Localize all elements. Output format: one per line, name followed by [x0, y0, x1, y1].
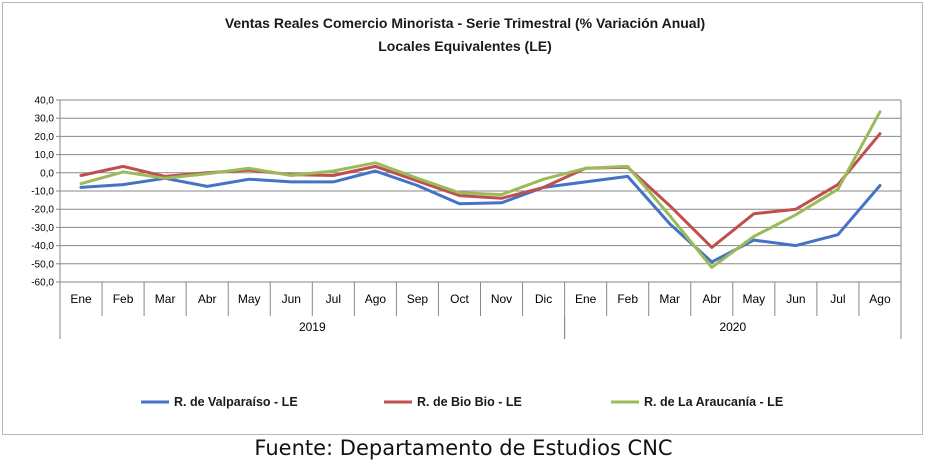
x-tick-label: Jun — [786, 292, 805, 306]
axes: 40,0 30,0 20,0 10,0 0,0 -10,0 -20,0 -30,0 -40,0 -… — [31, 96, 902, 339]
series-line-1 — [79, 169, 882, 264]
year-group-label: 2020 — [719, 320, 746, 334]
legend-label: R. de La Araucanía - LE — [644, 395, 783, 409]
y-tick-label: 0,0 — [40, 168, 54, 179]
x-tick-label: Abr — [198, 292, 217, 306]
y-tick-label: -50,0 — [31, 259, 54, 270]
x-tick-label: Jul — [830, 292, 845, 306]
x-tick-label: Ene — [70, 292, 92, 306]
x-tick-label: Ago — [365, 292, 387, 306]
x-tick-label: Ago — [869, 292, 891, 306]
gridlines — [60, 99, 901, 283]
y-tick-label: 40,0 — [35, 96, 55, 107]
y-tick-label: -60,0 — [31, 278, 54, 289]
x-tick-label: Dic — [535, 292, 552, 306]
y-tick-label: 20,0 — [35, 132, 55, 143]
x-tick-label: Jul — [326, 292, 341, 306]
series-lines — [79, 110, 882, 269]
legend-label: R. de Valparaíso - LE — [174, 395, 298, 409]
x-tick-label: Oct — [450, 292, 469, 306]
x-tick-label: Mar — [155, 292, 176, 306]
x-tick-label: Feb — [113, 292, 134, 306]
x-tick-label: Abr — [702, 292, 721, 306]
x-tick-label: May — [742, 292, 765, 306]
chart-title-line2: Locales Equivalentes (LE) — [378, 38, 552, 54]
chart-frame: Ventas Reales Comercio Minorista - Serie… — [2, 2, 923, 435]
legend-label: R. de Bio Bio - LE — [417, 395, 522, 409]
x-tick-label: Jun — [282, 292, 301, 306]
x-tick-label: Feb — [617, 292, 638, 306]
series-line-3 — [79, 110, 882, 269]
x-tick-label: Sep — [407, 292, 429, 306]
x-tick-label: Ene — [575, 292, 597, 306]
y-tick-label: -10,0 — [31, 187, 54, 198]
y-tick-label: 10,0 — [35, 150, 55, 161]
x-tick-label: May — [238, 292, 261, 306]
y-tick-label: -40,0 — [31, 241, 54, 252]
y-tick-label: 30,0 — [35, 114, 55, 125]
legend: R. de Valparaíso - LE R. de Bio Bio - LE R… — [141, 395, 783, 409]
x-tick-label: Nov — [491, 292, 512, 306]
chart-title-line1: Ventas Reales Comercio Minorista - Serie… — [225, 15, 705, 31]
x-tick-label: Mar — [659, 292, 680, 306]
year-group-label: 2019 — [299, 320, 326, 334]
line-chart: Ventas Reales Comercio Minorista - Serie… — [31, 15, 902, 409]
source-note: Fuente: Departamento de Estudios CNC — [254, 436, 673, 460]
y-tick-label: -30,0 — [31, 223, 54, 234]
y-tick-label: -20,0 — [31, 205, 54, 216]
